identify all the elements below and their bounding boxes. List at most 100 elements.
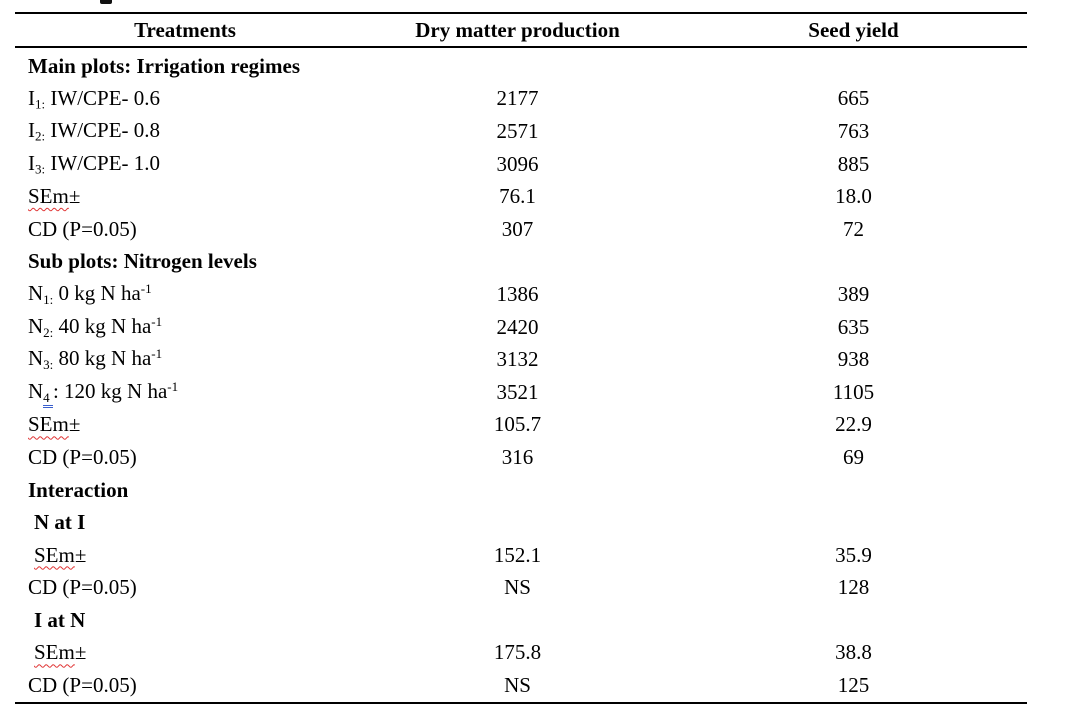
treatment-label: Sub plots: Nitrogen levels bbox=[15, 249, 355, 274]
treatment-label: N3: 80 kg N ha-1 bbox=[15, 346, 355, 373]
label-text: I at N bbox=[34, 607, 86, 632]
label-text: : 120 kg N ha bbox=[52, 378, 168, 403]
table-body: Main plots: Irrigation regimes I1: IW/CPE… bbox=[15, 48, 1027, 704]
col-header-seed-yield: Seed yield bbox=[808, 17, 899, 42]
seed-yield-value: 938 bbox=[837, 347, 870, 372]
table-row: CD (P=0.05) NS 128 bbox=[15, 572, 1027, 605]
dry-matter-production-value: 1386 bbox=[496, 281, 539, 306]
label-text: Sub plots: Nitrogen levels bbox=[28, 249, 257, 274]
treatment-label: CD (P=0.05) bbox=[15, 673, 355, 698]
seed-yield-value: 635 bbox=[837, 314, 870, 339]
treatment-label: I1: IW/CPE- 0.6 bbox=[15, 86, 355, 113]
table-row: CD (P=0.05) 307 72 bbox=[15, 213, 1027, 246]
table-row: N2: 40 kg N ha-1 2420 635 bbox=[15, 311, 1027, 344]
table-row: I3: IW/CPE- 1.0 3096 885 bbox=[15, 148, 1027, 181]
label-text: N at I bbox=[34, 510, 86, 535]
label-text: IW/CPE- 0.8 bbox=[45, 118, 161, 143]
label-text: Main plots: Irrigation regimes bbox=[28, 53, 300, 78]
label-text: 0 kg N ha bbox=[53, 281, 141, 306]
table-row: SEm± 105.7 22.9 bbox=[15, 409, 1027, 442]
label-text: 2: bbox=[35, 128, 46, 144]
grammar-checked-text: 4 bbox=[43, 389, 53, 408]
table-header-row: Treatments Dry matter production Seed yi… bbox=[15, 12, 1027, 48]
table-row: CD (P=0.05) NS 125 bbox=[15, 669, 1027, 702]
label-text: I bbox=[28, 118, 35, 143]
spellchecked-text: SEm bbox=[34, 542, 75, 567]
label-text: ± bbox=[68, 184, 81, 209]
treatment-label: Interaction bbox=[15, 478, 355, 503]
table-row: CD (P=0.05) 316 69 bbox=[15, 441, 1027, 474]
treatment-label: I3: IW/CPE- 1.0 bbox=[15, 151, 355, 178]
table-row: SEm± 76.1 18.0 bbox=[15, 180, 1027, 213]
seed-yield-value: 35.9 bbox=[835, 542, 872, 567]
label-text: I bbox=[28, 85, 35, 110]
dry-matter-production-value: 2177 bbox=[496, 86, 539, 111]
label-text: -1 bbox=[151, 313, 163, 329]
dry-matter-production-value: 76.1 bbox=[499, 184, 536, 209]
spellchecked-text: SEm bbox=[34, 640, 75, 665]
label-text: -1 bbox=[151, 346, 163, 362]
table-row: Interaction bbox=[15, 474, 1027, 507]
label-text: 3: bbox=[35, 161, 46, 177]
table-row: I2: IW/CPE- 0.8 2571 763 bbox=[15, 115, 1027, 148]
label-text: 40 kg N ha bbox=[53, 313, 152, 338]
label-text: I bbox=[28, 150, 35, 175]
seed-yield-value: 763 bbox=[837, 118, 870, 143]
label-text: N bbox=[28, 281, 44, 306]
dry-matter-production-value: NS bbox=[504, 575, 531, 600]
table-row: N3: 80 kg N ha-1 3132 938 bbox=[15, 343, 1027, 376]
label-text: N bbox=[28, 313, 44, 338]
treatment-label: CD (P=0.05) bbox=[15, 217, 355, 242]
label-text: 2: bbox=[43, 324, 54, 340]
label-text: CD (P=0.05) bbox=[28, 444, 137, 469]
dry-matter-production-value: 2571 bbox=[496, 118, 539, 143]
seed-yield-value: 38.8 bbox=[835, 640, 872, 665]
label-text: N bbox=[28, 346, 44, 371]
dry-matter-production-value: 3096 bbox=[496, 151, 539, 176]
label-text: 80 kg N ha bbox=[53, 346, 152, 371]
treatment-label: Main plots: Irrigation regimes bbox=[15, 54, 355, 79]
dry-matter-production-value: 307 bbox=[501, 216, 534, 241]
treatment-label: SEm± bbox=[15, 184, 355, 209]
dry-matter-production-value: 175.8 bbox=[493, 640, 542, 665]
label-text: 3: bbox=[43, 357, 54, 373]
treatment-label: N at I bbox=[15, 510, 355, 535]
spellchecked-text: SEm bbox=[28, 412, 69, 437]
label-text: 1: bbox=[35, 96, 46, 112]
label-text: ± bbox=[74, 542, 87, 567]
seed-yield-value: 72 bbox=[843, 216, 864, 241]
seed-yield-value: 1105 bbox=[832, 379, 875, 404]
label-text: ± bbox=[74, 640, 87, 665]
table-row: SEm± 152.1 35.9 bbox=[15, 539, 1027, 572]
table-row: I at N bbox=[15, 604, 1027, 637]
table-row: N at I bbox=[15, 506, 1027, 539]
cropped-caption-text-fragment bbox=[100, 0, 112, 4]
treatment-label: I at N bbox=[15, 608, 355, 633]
treatment-label: SEm± bbox=[15, 640, 355, 665]
label-text: 1: bbox=[43, 291, 54, 307]
table-row: Main plots: Irrigation regimes bbox=[15, 50, 1027, 83]
dry-matter-production-value: 152.1 bbox=[493, 542, 542, 567]
dry-matter-production-value: 2420 bbox=[496, 314, 539, 339]
treatment-label: N4 : 120 kg N ha-1 bbox=[15, 378, 355, 408]
dry-matter-production-value: 316 bbox=[501, 444, 534, 469]
table-row: SEm± 175.8 38.8 bbox=[15, 637, 1027, 670]
label-text: N bbox=[28, 378, 44, 403]
label-text: CD (P=0.05) bbox=[28, 575, 137, 600]
col-header-treatments: Treatments bbox=[134, 17, 236, 42]
treatment-label: SEm± bbox=[15, 412, 355, 437]
treatment-label: N1: 0 kg N ha-1 bbox=[15, 281, 355, 308]
seed-yield-value: 22.9 bbox=[835, 412, 872, 437]
label-text: IW/CPE- 0.6 bbox=[45, 85, 161, 110]
seed-yield-value: 128 bbox=[837, 575, 870, 600]
dry-matter-production-value: 3521 bbox=[496, 379, 539, 404]
label-text: IW/CPE- 1.0 bbox=[45, 150, 161, 175]
table-row: N4 : 120 kg N ha-1 3521 1105 bbox=[15, 376, 1027, 409]
label-text: CD (P=0.05) bbox=[28, 673, 137, 698]
treatment-label: CD (P=0.05) bbox=[15, 575, 355, 600]
label-text: -1 bbox=[140, 281, 152, 297]
seed-yield-value: 665 bbox=[837, 86, 870, 111]
seed-yield-value: 885 bbox=[837, 151, 870, 176]
table-row: N1: 0 kg N ha-1 1386 389 bbox=[15, 278, 1027, 311]
